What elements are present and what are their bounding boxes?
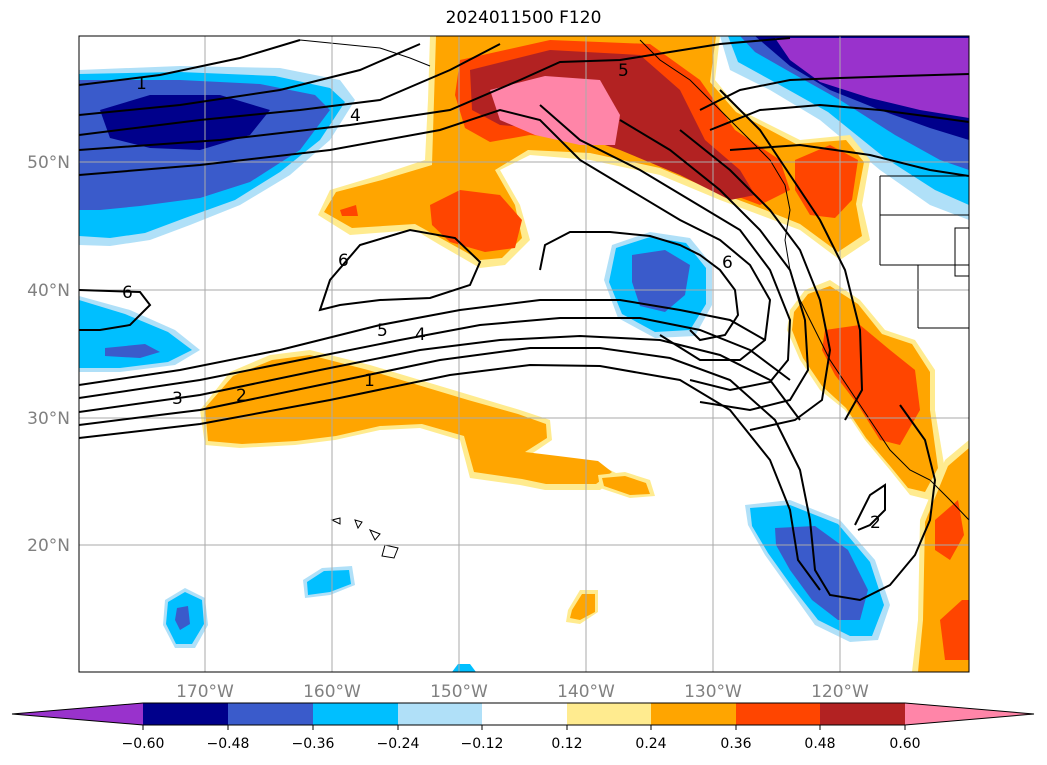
contour-labels: 1 4 5 6 6 6 5 4 3 2 1 2 bbox=[122, 61, 881, 533]
colorbar-bin bbox=[651, 703, 736, 725]
lat-label: 30°N bbox=[27, 409, 70, 429]
contour-label: 1 bbox=[136, 74, 147, 94]
anomaly-region bbox=[105, 344, 160, 358]
colorbar-bin bbox=[398, 703, 482, 725]
colorbar-bin bbox=[143, 703, 228, 725]
colorbar-tick: −0.12 bbox=[461, 736, 504, 752]
anomaly-region bbox=[602, 476, 650, 495]
anomaly-region bbox=[822, 325, 920, 445]
lon-label: 160°W bbox=[303, 682, 361, 702]
contour-label: 6 bbox=[338, 251, 349, 271]
lon-label: 130°W bbox=[684, 682, 742, 702]
colorbar-tick: −0.60 bbox=[122, 736, 165, 752]
contour-label: 4 bbox=[350, 106, 361, 126]
contour-label: 3 bbox=[172, 389, 183, 409]
colorbar-tick: 0.24 bbox=[635, 736, 666, 752]
contour-label: 2 bbox=[236, 386, 247, 406]
colorbar-extend-high bbox=[905, 703, 1034, 725]
colorbar-bin bbox=[482, 703, 567, 725]
colorbar: −0.60 −0.48 −0.36 −0.24 −0.12 0.12 0.24 … bbox=[11, 702, 1035, 752]
contour-label: 6 bbox=[122, 283, 133, 303]
anomaly-region bbox=[307, 570, 351, 595]
colorbar-bin bbox=[313, 703, 398, 725]
colorbar-tick: 0.48 bbox=[804, 736, 835, 752]
lon-label: 150°W bbox=[430, 682, 488, 702]
lon-label: 120°W bbox=[811, 682, 869, 702]
contour-label: 5 bbox=[618, 61, 629, 81]
anomaly-region bbox=[175, 606, 190, 630]
colorbar-tick: 0.36 bbox=[720, 736, 751, 752]
anomaly-region bbox=[940, 600, 969, 660]
lon-label: 140°W bbox=[557, 682, 615, 702]
colorbar-bin bbox=[228, 703, 313, 725]
lon-label: 170°W bbox=[176, 682, 234, 702]
colorbar-tick: −0.36 bbox=[292, 736, 335, 752]
anomaly-region bbox=[570, 594, 595, 620]
lat-label: 50°N bbox=[27, 153, 70, 173]
colorbar-bin bbox=[820, 703, 905, 725]
plot-frame bbox=[78, 35, 970, 673]
latitude-labels: 50°N 40°N 30°N 20°N bbox=[27, 153, 70, 556]
anomaly-region bbox=[430, 190, 522, 252]
longitude-labels: 170°W 160°W 150°W 140°W 130°W 120°W bbox=[176, 682, 869, 702]
colorbar-bin bbox=[736, 703, 820, 725]
colorbar-bin bbox=[567, 703, 651, 725]
colorbar-tick: −0.48 bbox=[207, 736, 250, 752]
colorbar-tick: 0.60 bbox=[889, 736, 920, 752]
anomaly-region bbox=[452, 664, 476, 672]
anomaly-region bbox=[795, 145, 858, 218]
contour-label: 6 bbox=[722, 253, 733, 273]
contour-label: 4 bbox=[415, 325, 426, 345]
lat-label: 20°N bbox=[27, 536, 70, 556]
map-title: 2024011500 F120 bbox=[445, 8, 602, 28]
lat-label: 40°N bbox=[27, 281, 70, 301]
colorbar-extend-low bbox=[12, 703, 143, 725]
anomaly-region bbox=[490, 76, 620, 145]
colorbar-tick: 0.12 bbox=[551, 736, 582, 752]
contour-label: 1 bbox=[364, 371, 375, 391]
contour-label: 5 bbox=[377, 321, 388, 341]
anomaly-region bbox=[775, 38, 969, 118]
contour-label: 2 bbox=[870, 513, 881, 533]
anomaly-region bbox=[340, 205, 358, 216]
contour-lines bbox=[79, 37, 969, 602]
colorbar-tick: −0.24 bbox=[377, 736, 420, 752]
anomaly-region bbox=[632, 250, 690, 312]
